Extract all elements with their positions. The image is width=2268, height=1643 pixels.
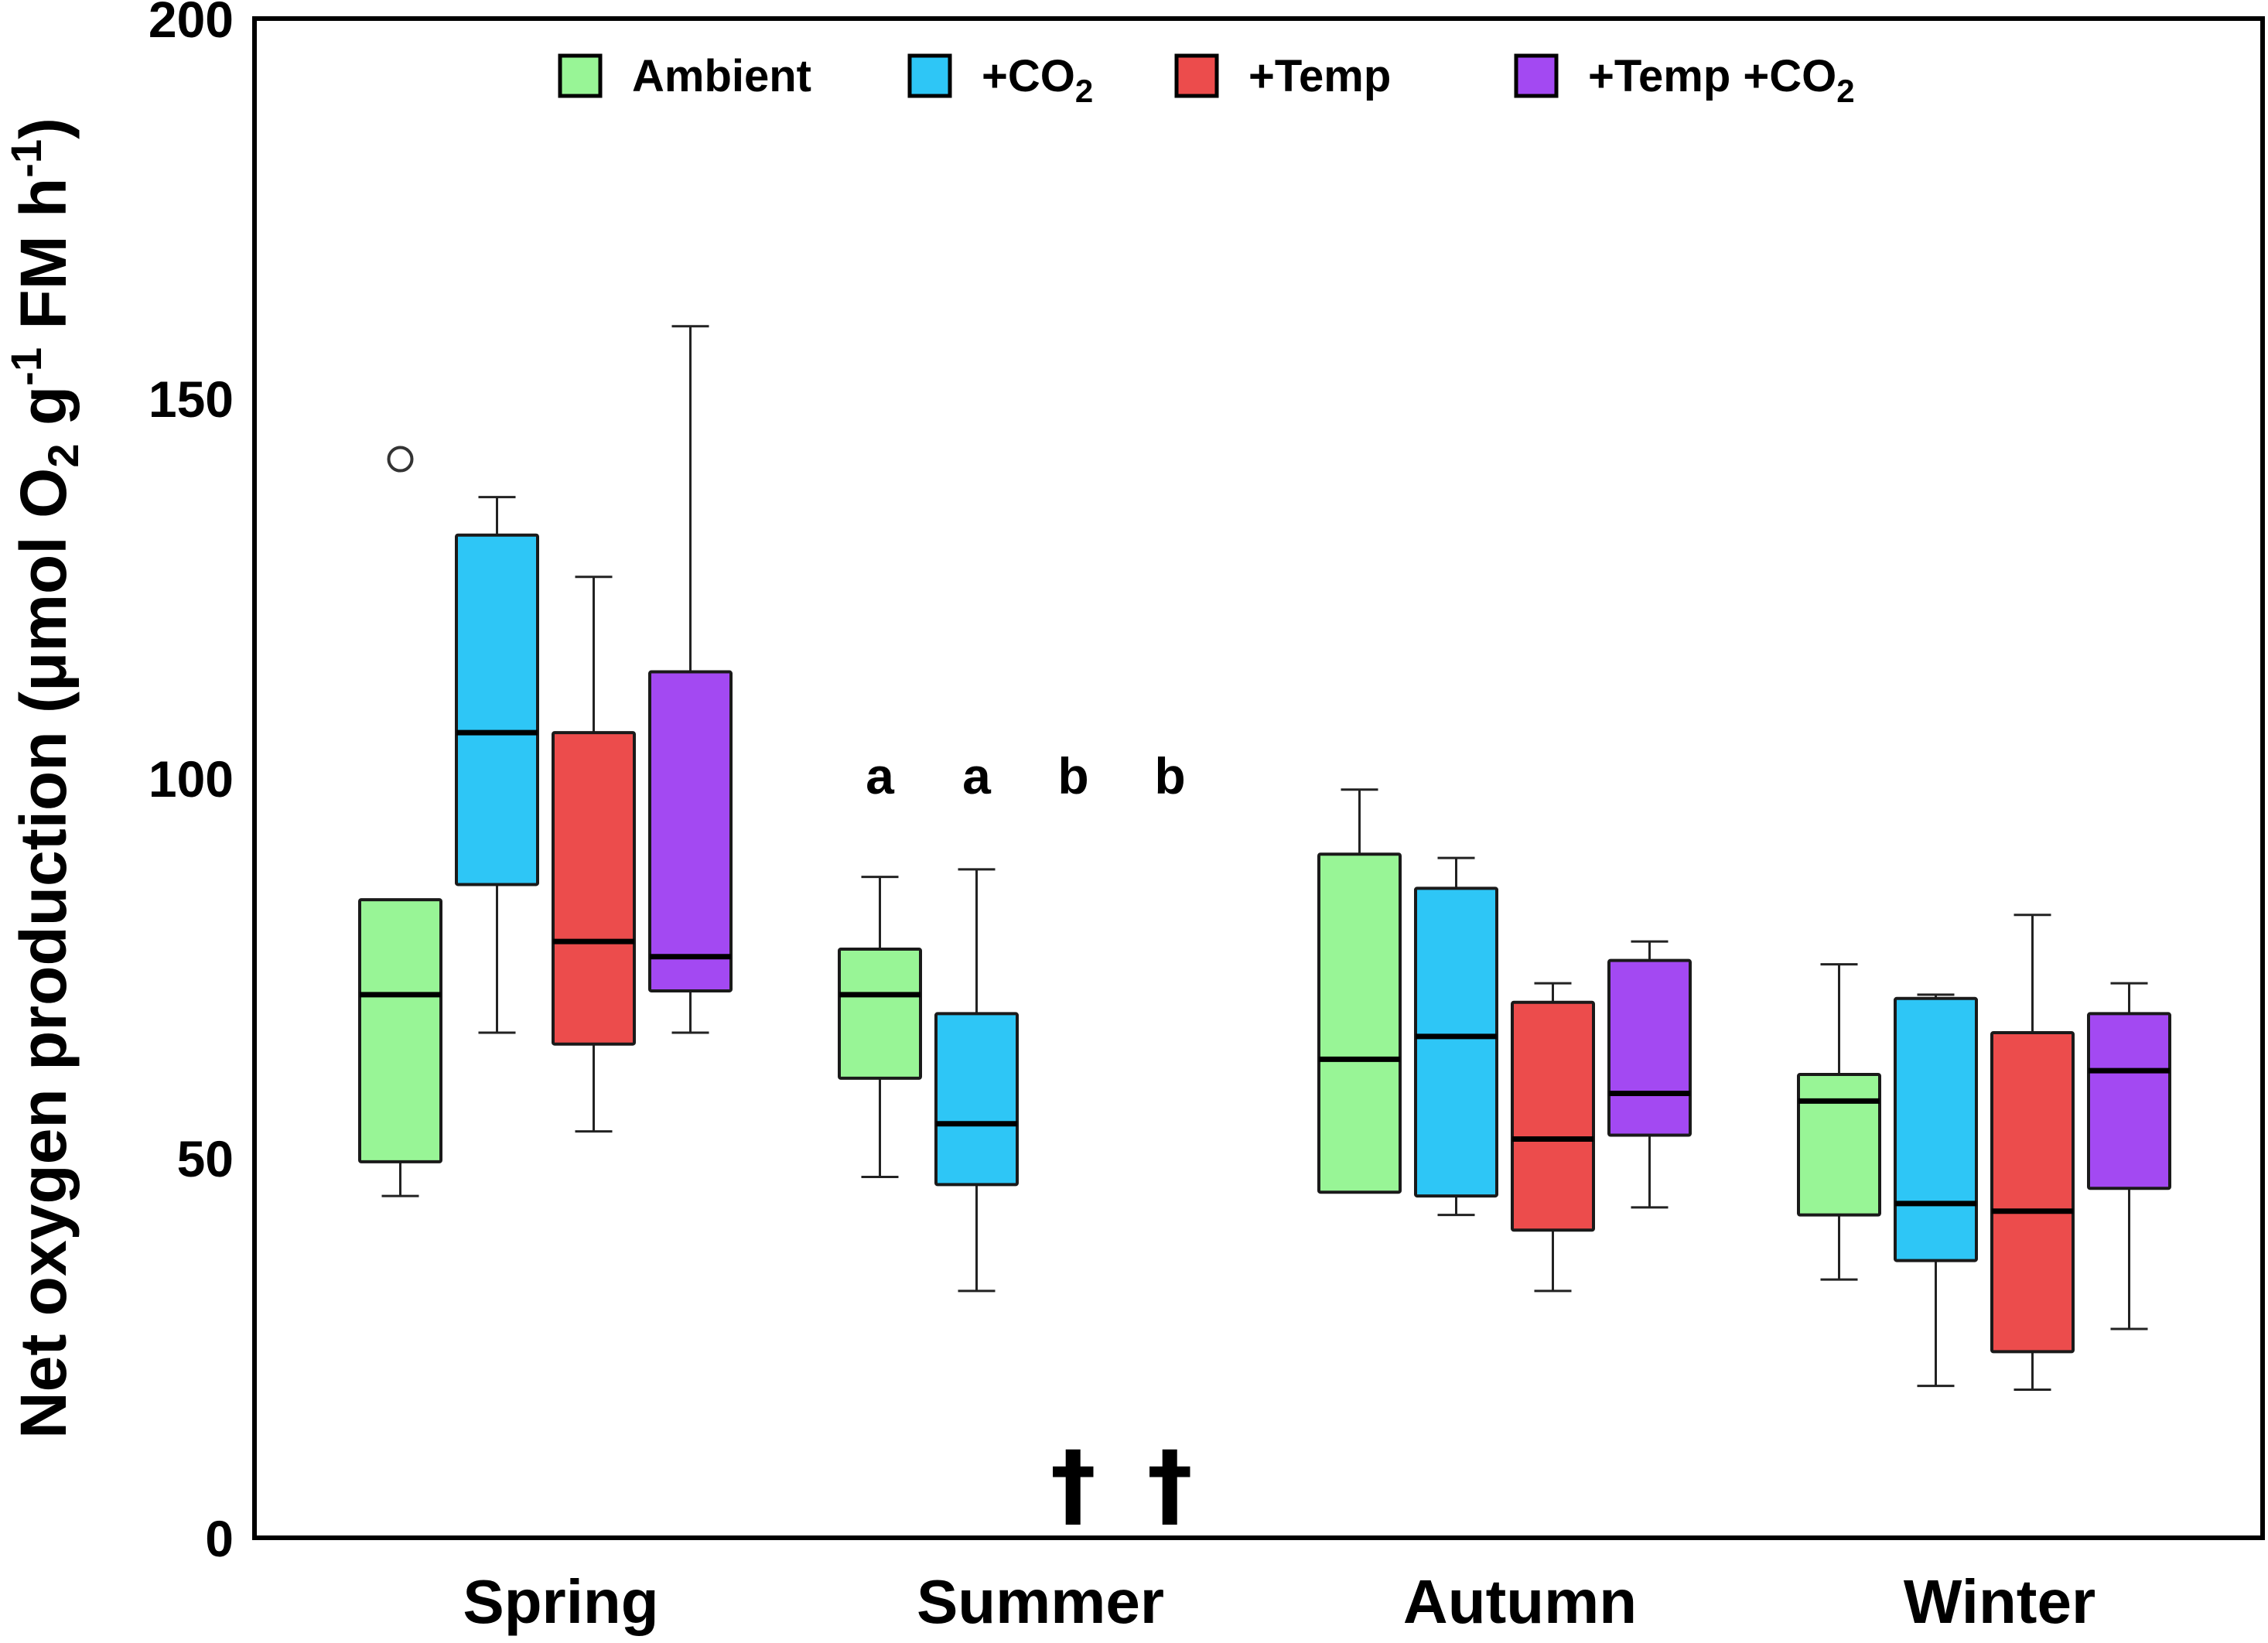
legend-label-subscript: 2 xyxy=(1836,73,1854,109)
y-tick-label-50: 50 xyxy=(177,1130,234,1187)
box-co2-spring xyxy=(455,533,539,886)
legend-label-temp-co2: +Temp +CO2 xyxy=(1588,51,1855,109)
x-category-label-autumn: Autumn xyxy=(1403,1567,1637,1636)
significance-letter-2: b xyxy=(1057,747,1088,804)
y-tick-label-150: 150 xyxy=(149,371,234,428)
legend-swatch-temp xyxy=(1174,53,1219,98)
box-ambient-winter xyxy=(1797,1072,1881,1217)
box-temp-co2-autumn xyxy=(1607,958,1692,1137)
x-axis-category-labels: Spring Summer Autumn Winter xyxy=(463,1567,2096,1636)
y-axis-ticks: 0 50 100 150 200 xyxy=(149,0,234,1567)
legend-label-text: +CO xyxy=(982,51,1075,101)
box-co2-summer xyxy=(934,1012,1019,1187)
legend-label-subscript: 2 xyxy=(1075,73,1093,109)
legend-label-text: +Temp xyxy=(1248,51,1391,101)
legend-swatch-co2 xyxy=(907,53,952,98)
dagger-annotation-5: † xyxy=(1147,1430,1193,1537)
annotations: a a b b † † xyxy=(866,747,1193,1537)
significance-letter-1: a xyxy=(962,747,992,804)
dagger-annotation-4: † xyxy=(1050,1430,1096,1537)
legend-swatch-temp-co2 xyxy=(1514,53,1559,98)
x-category-label-winter: Winter xyxy=(1904,1567,2096,1636)
box-temp-co2-spring xyxy=(648,670,733,992)
box-series xyxy=(358,325,2171,1539)
y-tick-label-0: 0 xyxy=(205,1510,234,1567)
y-tick-label-200: 200 xyxy=(149,0,234,48)
x-category-label-spring: Spring xyxy=(463,1567,658,1636)
box-ambient-summer xyxy=(838,947,922,1080)
box-temp-winter xyxy=(1990,1030,2075,1354)
box-temp-co2-winter xyxy=(2087,1012,2171,1190)
outlier-ambient-spring-0 xyxy=(387,446,414,473)
legend: Ambient +CO2 +Temp +Temp +CO2 xyxy=(558,51,1855,109)
box-ambient-spring xyxy=(358,898,442,1163)
legend-label-text: Ambient xyxy=(632,51,811,101)
box-co2-winter xyxy=(1894,996,1978,1262)
box-temp-autumn xyxy=(1511,1000,1595,1232)
legend-label-text: +Temp +CO xyxy=(1588,51,1836,101)
legend-label-ambient: Ambient xyxy=(632,51,811,101)
legend-label-temp: +Temp xyxy=(1248,51,1391,101)
legend-label-co2: +CO2 xyxy=(982,51,1093,109)
box-co2-autumn xyxy=(1414,886,1498,1198)
y-tick-label-100: 100 xyxy=(149,750,234,808)
legend-swatch-ambient xyxy=(558,53,603,98)
significance-letter-0: a xyxy=(866,747,895,804)
x-category-label-summer: Summer xyxy=(917,1567,1164,1636)
box-temp-spring xyxy=(552,731,636,1046)
y-axis-label: Net oxygen production (μmol O2 g-1 FM h-… xyxy=(2,118,87,1439)
box-ambient-autumn xyxy=(1317,852,1402,1194)
significance-letter-3: b xyxy=(1154,747,1185,804)
